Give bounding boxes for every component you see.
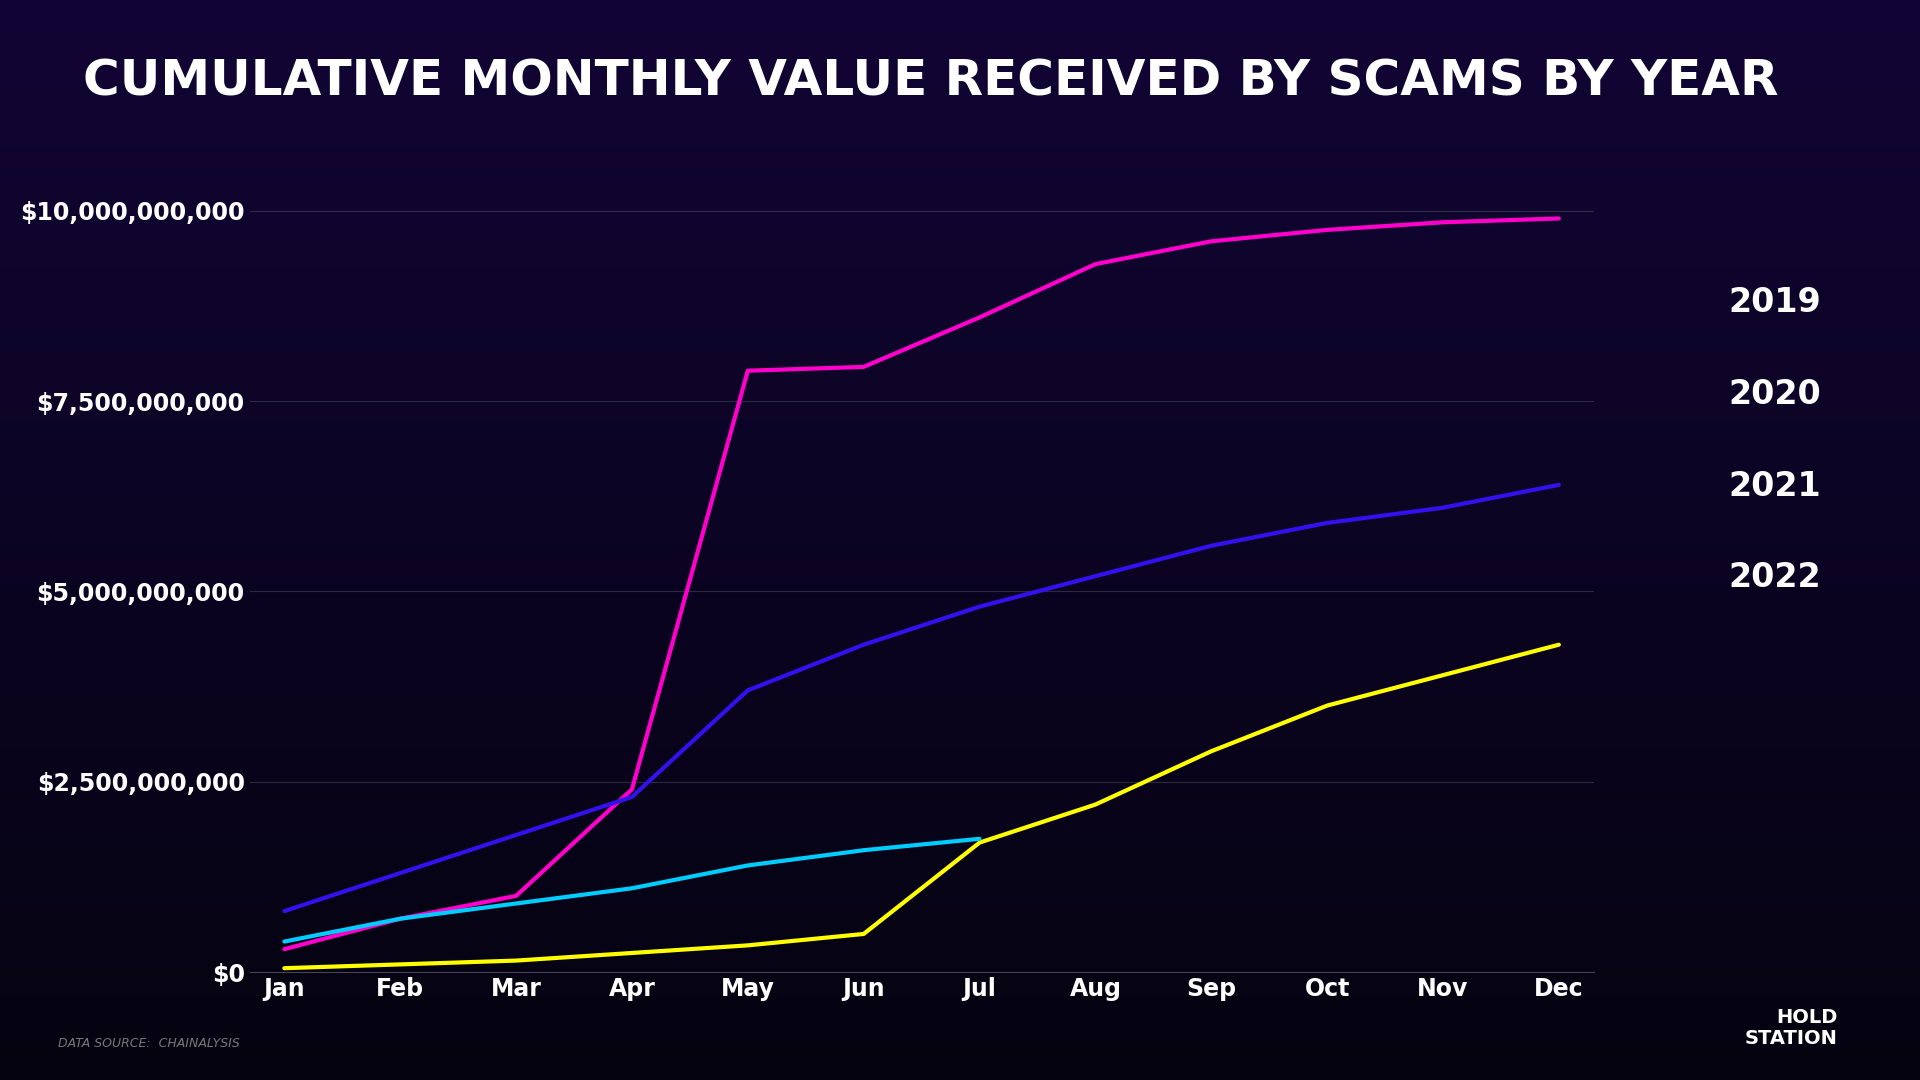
Text: 2019: 2019 xyxy=(1728,286,1820,319)
2020 xyxy=(273,961,296,974)
2021 xyxy=(1432,501,1455,514)
2021 xyxy=(388,866,411,879)
2019 xyxy=(620,783,643,796)
2022 xyxy=(273,935,296,948)
2019 xyxy=(1085,258,1108,271)
2020 xyxy=(968,836,991,849)
2019 xyxy=(735,364,758,377)
Text: DATA SOURCE:  CHAINALYSIS: DATA SOURCE: CHAINALYSIS xyxy=(58,1037,240,1050)
2022 xyxy=(968,833,991,846)
2021 xyxy=(505,828,528,841)
2022 xyxy=(388,913,411,926)
2021 xyxy=(273,905,296,918)
Text: CUMULATIVE MONTHLY VALUE RECEIVED BY SCAMS BY YEAR: CUMULATIVE MONTHLY VALUE RECEIVED BY SCA… xyxy=(83,57,1780,105)
Text: 2020: 2020 xyxy=(1728,378,1820,410)
2021 xyxy=(968,600,991,613)
2021 xyxy=(1085,570,1108,583)
2021 xyxy=(1200,539,1223,552)
2019 xyxy=(1200,234,1223,247)
Text: 2021: 2021 xyxy=(1728,470,1820,502)
Line: 2020: 2020 xyxy=(284,645,1559,968)
2019 xyxy=(852,361,876,374)
Text: HOLD
STATION: HOLD STATION xyxy=(1745,1008,1837,1048)
2020 xyxy=(1548,638,1571,651)
2019 xyxy=(1432,216,1455,229)
2020 xyxy=(852,928,876,941)
Line: 2019: 2019 xyxy=(284,218,1559,949)
2022 xyxy=(505,897,528,910)
2019 xyxy=(388,913,411,926)
2020 xyxy=(388,958,411,971)
2019 xyxy=(273,943,296,956)
2020 xyxy=(735,939,758,951)
Line: 2021: 2021 xyxy=(284,485,1559,912)
2021 xyxy=(1315,516,1338,529)
Y-axis label: YTD Cumulative Value Received: YTD Cumulative Value Received xyxy=(0,386,4,759)
Line: 2022: 2022 xyxy=(284,839,979,942)
2020 xyxy=(1200,745,1223,758)
2020 xyxy=(1432,669,1455,681)
2020 xyxy=(1315,699,1338,712)
2022 xyxy=(852,843,876,856)
2021 xyxy=(1548,478,1571,491)
2021 xyxy=(735,684,758,697)
2022 xyxy=(620,881,643,894)
2019 xyxy=(968,311,991,324)
2019 xyxy=(1548,212,1571,225)
Text: 2022: 2022 xyxy=(1728,562,1820,594)
2020 xyxy=(505,954,528,967)
2019 xyxy=(505,890,528,903)
2020 xyxy=(1085,798,1108,811)
2020 xyxy=(620,946,643,959)
2021 xyxy=(620,791,643,804)
2019 xyxy=(1315,224,1338,237)
2022 xyxy=(735,859,758,872)
2021 xyxy=(852,638,876,651)
